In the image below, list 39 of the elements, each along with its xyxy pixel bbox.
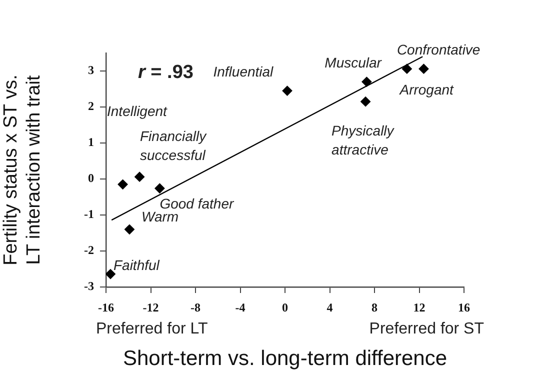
text: Preferred for ST: [369, 320, 484, 338]
x-tick-label: 8: [372, 300, 378, 314]
point: [118, 179, 128, 190]
y-tick-label: -3: [84, 279, 94, 294]
x-tick-label: 0: [282, 300, 288, 314]
annotation: Physically attractive: [332, 122, 395, 158]
annotation: Intelligent: [107, 102, 168, 119]
y-tick-label: -2: [84, 243, 94, 258]
y-tick-label: 0: [88, 171, 94, 186]
y-tick-label: -1: [84, 207, 94, 222]
x-tick-label: 16: [458, 300, 470, 314]
point: [360, 96, 371, 107]
point: [106, 269, 116, 280]
x-tick-label: -4: [235, 300, 246, 314]
point: [134, 172, 145, 182]
y-axis-title: Fertility status x ST vs. LT interaction with trait: [0, 74, 44, 266]
point: [402, 64, 412, 74]
annotation: Confrontative: [396, 42, 480, 58]
y-tick-label: 3: [88, 63, 94, 78]
annotation: Faithful: [113, 256, 160, 273]
point: [418, 64, 429, 74]
annotation: Financially successful: [140, 128, 208, 163]
y-tick-label: 1: [88, 135, 94, 150]
point: [154, 183, 165, 194]
x-tick-label: -12: [142, 300, 159, 314]
annotation: r = .93: [138, 62, 194, 84]
point: [124, 224, 134, 234]
annotation: Muscular: [324, 54, 383, 71]
x-tick-label: -16: [98, 300, 114, 314]
point: [362, 76, 372, 87]
x-tick-label: 12: [413, 300, 426, 314]
x-tick-label: -8: [190, 300, 200, 314]
x-axis-title: Short-term vs. long-term difference: [122, 347, 448, 370]
y-tick-label: 2: [88, 99, 94, 114]
annotation: Influential: [213, 64, 274, 80]
text: Preferred for LT: [96, 320, 208, 338]
x-tick-label: 4: [326, 300, 333, 314]
point: [282, 86, 292, 96]
annotation: Arrogant: [398, 82, 455, 98]
